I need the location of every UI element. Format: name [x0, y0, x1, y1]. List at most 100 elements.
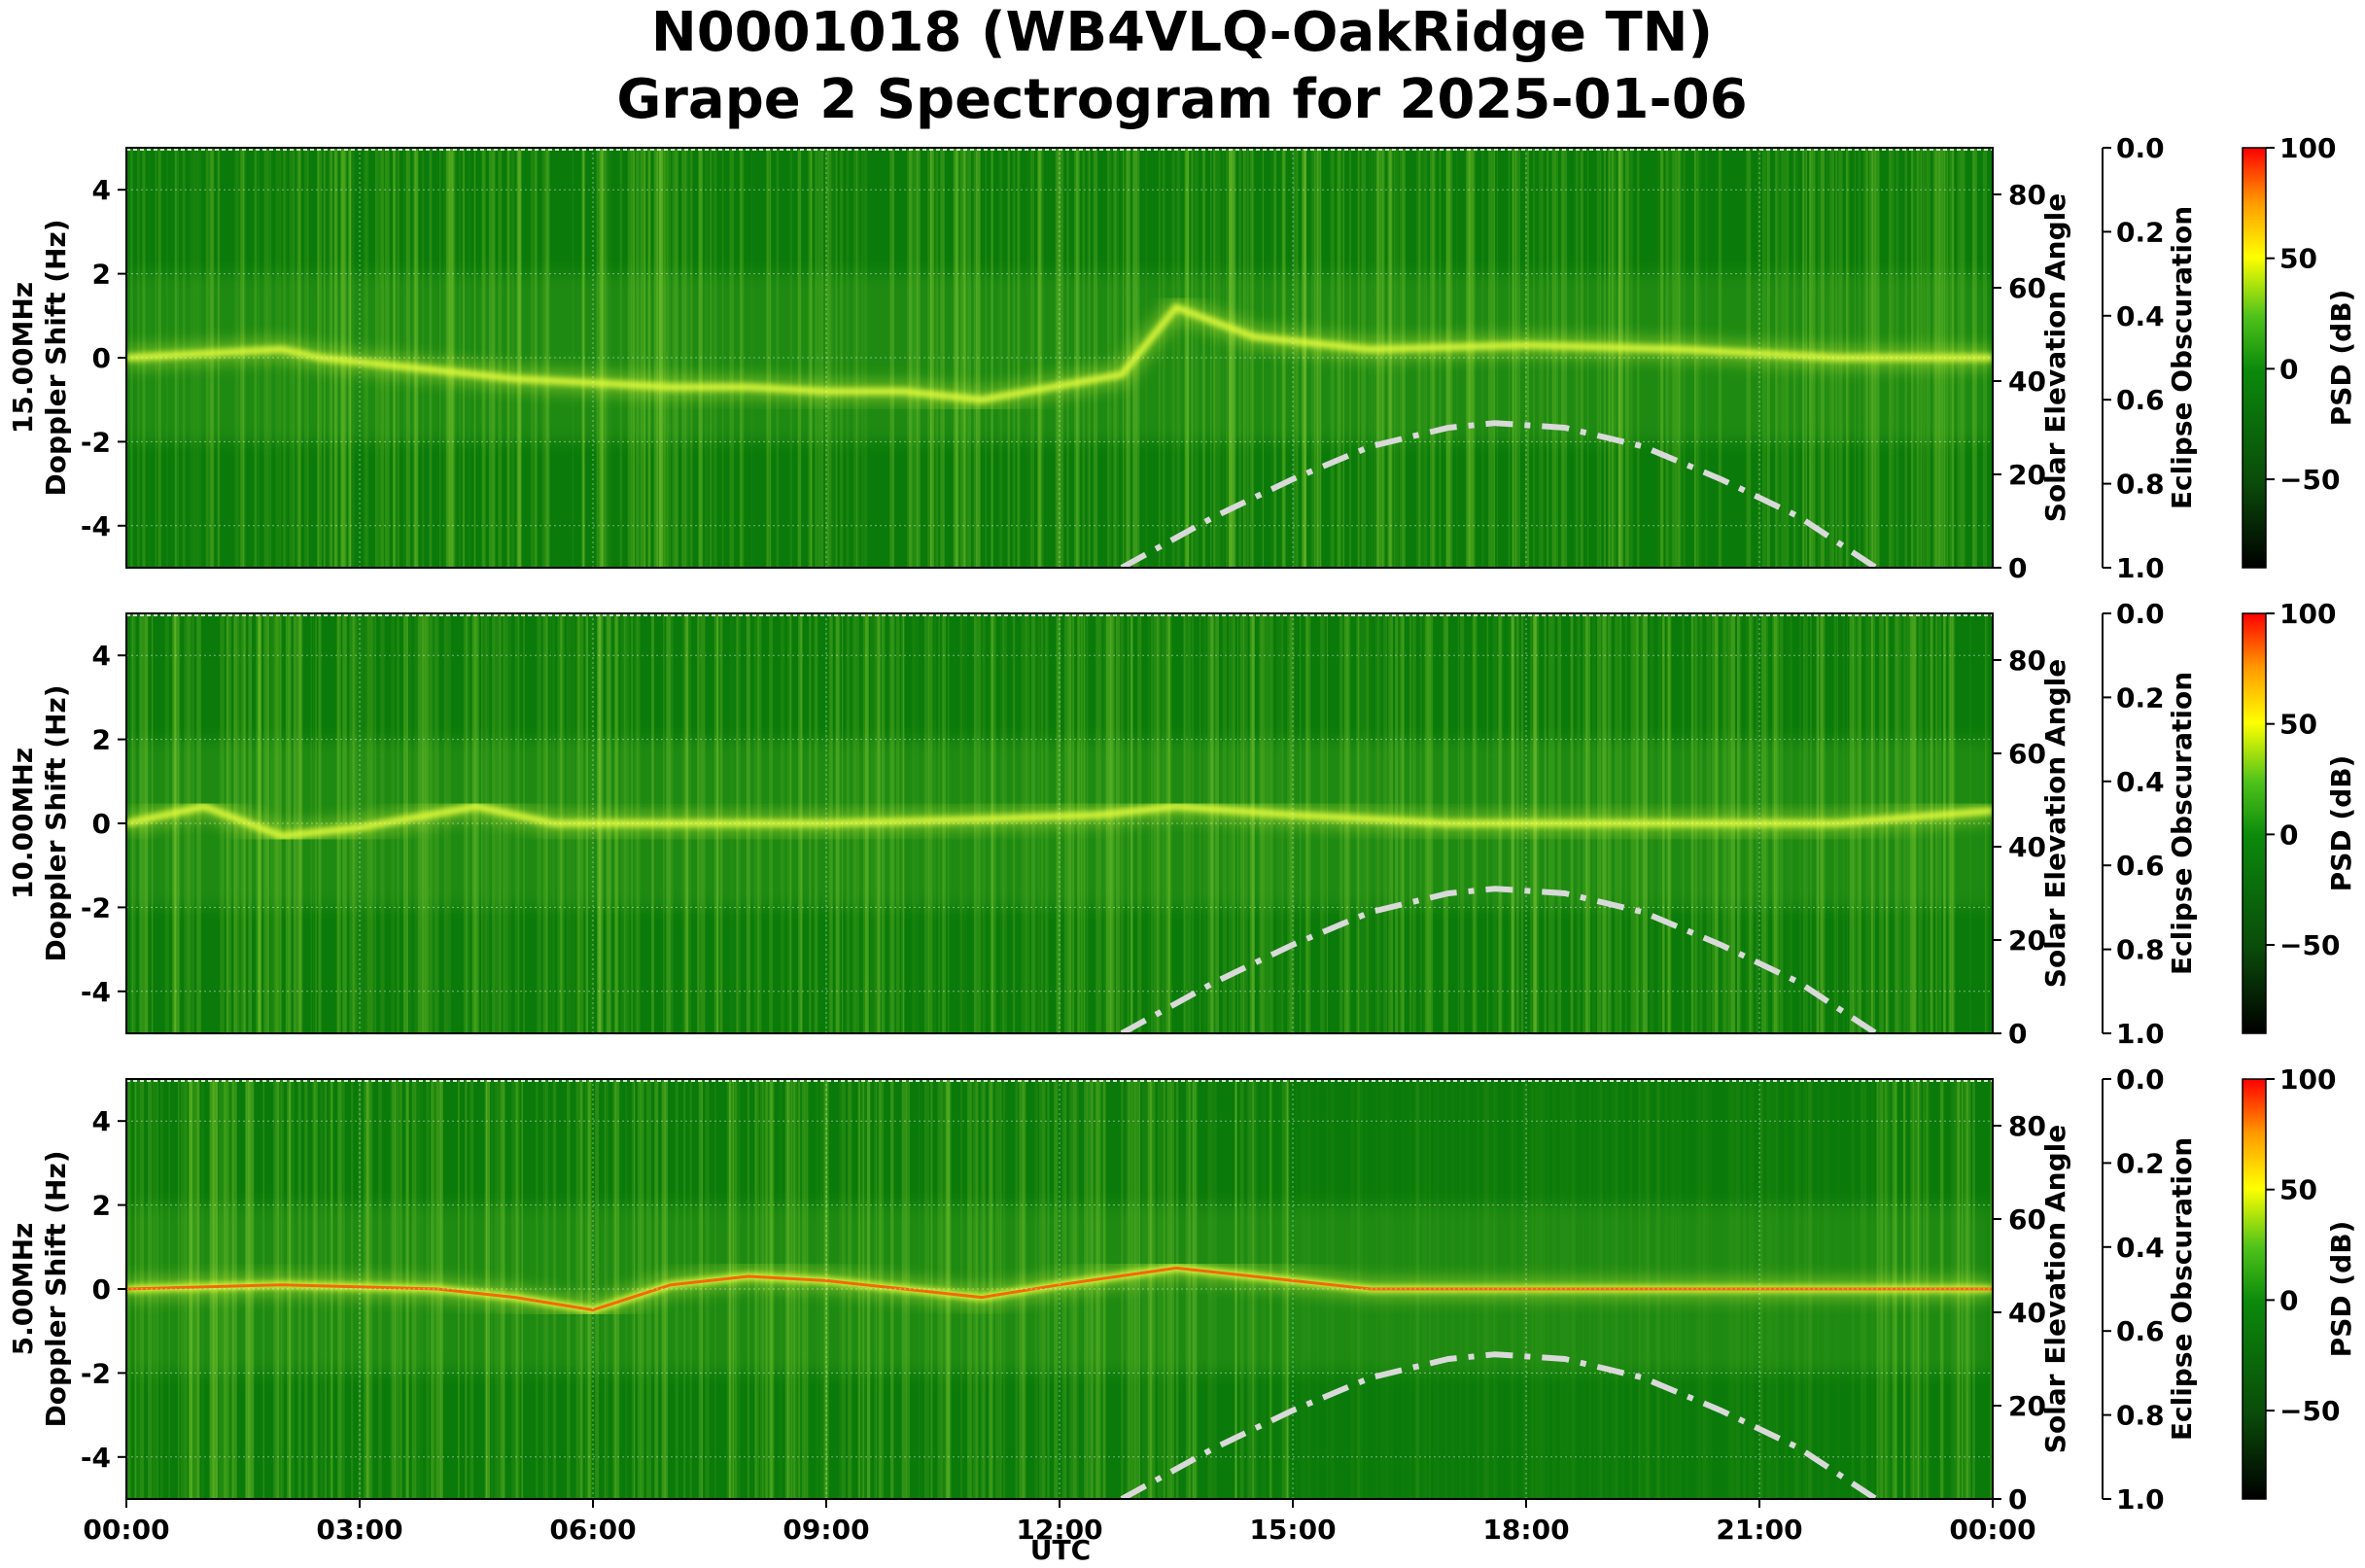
solar-axis-label: Solar Elevation Angle [2039, 193, 2071, 522]
colorbar-tick-label: 50 [2279, 243, 2317, 275]
eclipse-axis-label: Eclipse Obscuration [2166, 672, 2198, 975]
eclipse-tick-label: 0.6 [2116, 1315, 2165, 1347]
solar-tick-label: 40 [2008, 1297, 2046, 1329]
y-axis-label-unit: Doppler Shift (Hz) [40, 684, 72, 961]
x-tick-label: 15:00 [1249, 1514, 1336, 1546]
solar-tick-label: 0 [2008, 1483, 2027, 1516]
y-axis-label-freq: 10.00MHz [7, 748, 39, 899]
y-tick-label: 2 [92, 724, 111, 756]
eclipse-tick-label: 0.6 [2116, 850, 2165, 882]
eclipse-tick-label: 0.4 [2116, 766, 2165, 798]
colorbar [2242, 147, 2267, 569]
x-tick-label: 06:00 [549, 1514, 636, 1546]
eclipse-tick-label: 0.2 [2116, 1147, 2165, 1179]
spectrogram-texture [126, 613, 1993, 1033]
y-axis-label: 15.00MHzDoppler Shift (Hz) [7, 219, 72, 496]
y-tick-label: -4 [81, 510, 111, 542]
solar-tick-label: 0 [2008, 1018, 2027, 1050]
spectrogram-texture [126, 148, 1993, 568]
solar-elevation-curve [1120, 886, 1878, 1033]
x-tick-label: 03:00 [316, 1514, 402, 1546]
x-tick-label: 00:00 [1949, 1514, 2035, 1546]
y-tick-label: 0 [92, 1273, 111, 1306]
y-tick-label: 2 [92, 259, 111, 291]
doppler-trace [126, 803, 1993, 840]
y-tick-label: 4 [92, 1105, 111, 1137]
eclipse-tick-label: 1.0 [2116, 1018, 2165, 1050]
solar-tick-label: 40 [2008, 831, 2046, 863]
colorbar-tick-label: 0 [2279, 1284, 2298, 1316]
solar-tick-label: 0 [2008, 552, 2027, 584]
colorbar-label: PSD (dB) [2325, 1221, 2357, 1358]
eclipse-tick-label: 0.0 [2116, 1063, 2165, 1096]
grid [125, 1079, 1994, 1499]
eclipse-tick-label: 0.2 [2116, 681, 2165, 714]
colorbar-tick-label: 100 [2279, 132, 2336, 164]
eclipse-tick-label: 0.8 [2116, 934, 2165, 966]
eclipse-tick-label: 1.0 [2116, 552, 2165, 584]
y-tick-label: -4 [81, 976, 111, 1008]
solar-elevation-curve [1120, 420, 1878, 568]
solar-axis-label: Solar Elevation Angle [2039, 659, 2071, 988]
colorbar [2242, 1078, 2267, 1500]
solar-tick-label: 80 [2008, 1110, 2046, 1142]
solar-elevation-curve [1120, 1351, 1878, 1499]
solar-tick-label: 20 [2008, 924, 2046, 957]
grid [125, 613, 1994, 1033]
x-tick-label: 12:00 [1016, 1514, 1102, 1546]
eclipse-tick-label: 0.4 [2116, 300, 2165, 332]
colorbar-tick-label: 0 [2279, 353, 2298, 385]
eclipse-tick-label: 0.0 [2116, 132, 2165, 164]
eclipse-tick-label: 0.0 [2116, 598, 2165, 630]
figure-title-line2: Grape 2 Spectrogram for 2025-01-06 [616, 68, 1747, 131]
doppler-trace [126, 303, 1993, 403]
solar-tick-label: 40 [2008, 366, 2046, 398]
y-tick-label: 2 [92, 1190, 111, 1222]
y-axis-label-freq: 15.00MHz [7, 282, 39, 434]
colorbar-tick-label: 50 [2279, 1174, 2317, 1206]
spectrogram-texture [126, 1079, 1993, 1499]
solar-tick-label: 60 [2008, 738, 2046, 770]
colorbar-label: PSD (dB) [2325, 755, 2357, 892]
colorbar-label: PSD (dB) [2325, 290, 2357, 427]
x-tick-label: 00:00 [83, 1514, 169, 1546]
x-tick-label: 18:00 [1482, 1514, 1569, 1546]
colorbar-tick-label: 100 [2279, 1063, 2336, 1096]
colorbar-tick-label: −50 [2279, 929, 2340, 961]
eclipse-tick-label: 0.2 [2116, 216, 2165, 248]
y-axis-label-freq: 5.00MHz [7, 1223, 39, 1356]
colorbar-tick-label: 0 [2279, 819, 2298, 851]
solar-tick-label: 20 [2008, 459, 2046, 491]
y-tick-label: -2 [81, 426, 111, 458]
solar-tick-label: 60 [2008, 1203, 2046, 1236]
solar-tick-label: 80 [2008, 179, 2046, 211]
eclipse-tick-label: 0.4 [2116, 1232, 2165, 1264]
eclipse-axis-label: Eclipse Obscuration [2166, 1137, 2198, 1441]
solar-axis-label: Solar Elevation Angle [2039, 1125, 2071, 1453]
eclipse-tick-label: 0.8 [2116, 1400, 2165, 1432]
eclipse-tick-label: 0.8 [2116, 469, 2165, 501]
y-axis-label: 10.00MHzDoppler Shift (Hz) [7, 684, 72, 961]
y-tick-label: 0 [92, 808, 111, 840]
doppler-trace-peak [126, 1266, 1993, 1312]
y-tick-label: -2 [81, 891, 111, 923]
eclipse-tick-label: 1.0 [2116, 1483, 2165, 1516]
figure-title-line1: N0001018 (WB4VLQ-OakRidge TN) [651, 1, 1713, 64]
x-tick-label: 09:00 [783, 1514, 869, 1546]
colorbar-tick-label: −50 [2279, 1395, 2340, 1427]
y-axis-label: 5.00MHzDoppler Shift (Hz) [7, 1150, 72, 1427]
y-axis-label-unit: Doppler Shift (Hz) [40, 1150, 72, 1427]
eclipse-tick-label: 0.6 [2116, 384, 2165, 416]
y-tick-label: 4 [92, 174, 111, 206]
colorbar-tick-label: 100 [2279, 598, 2336, 630]
y-axis-label-unit: Doppler Shift (Hz) [40, 219, 72, 496]
colorbar-tick-label: 50 [2279, 709, 2317, 741]
y-tick-label: 0 [92, 342, 111, 374]
y-tick-label: -4 [81, 1442, 111, 1474]
colorbar [2242, 612, 2267, 1034]
